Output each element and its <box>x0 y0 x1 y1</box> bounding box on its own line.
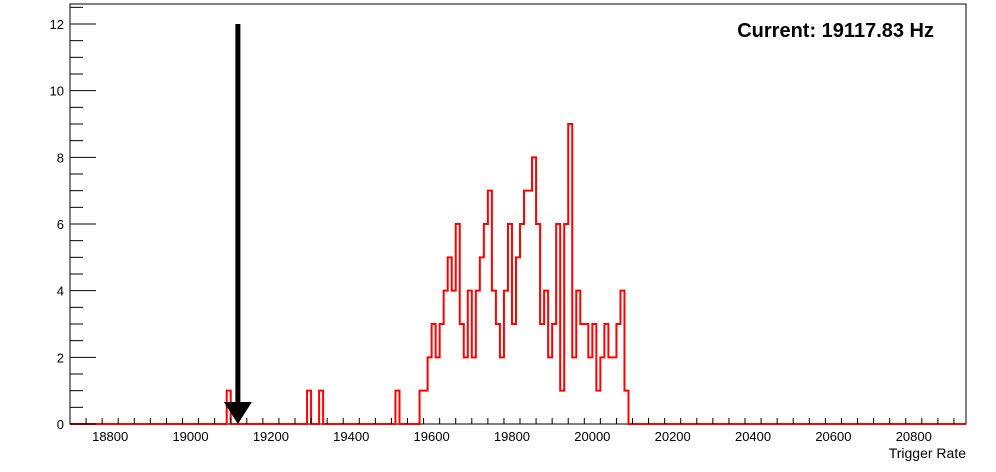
current-rate-marker <box>223 24 252 424</box>
x-tick-label: 19200 <box>253 429 289 444</box>
histogram-bin <box>612 357 616 424</box>
x-tick-label: 19000 <box>172 429 208 444</box>
x-tick-label: 20800 <box>896 429 932 444</box>
histogram-bin <box>452 291 456 424</box>
y-tick-label: 0 <box>57 417 64 432</box>
x-tick-label: 19600 <box>414 429 450 444</box>
x-tick-label: 19400 <box>333 429 369 444</box>
current-rate-readout: Current: 19117.83 Hz <box>737 20 934 42</box>
histogram-bin <box>540 324 544 424</box>
histogram-outline <box>70 123 966 425</box>
arrow-head <box>223 402 252 424</box>
histogram-bin <box>560 391 564 424</box>
histogram-bin <box>512 324 516 424</box>
histogram-bin <box>572 357 576 424</box>
y-tick-label: 12 <box>50 17 64 32</box>
histogram-bin <box>500 357 504 424</box>
histogram-bin <box>608 357 612 424</box>
y-tick-label: 6 <box>57 217 64 232</box>
x-axis: 18800 19000 19200 19400 19600 19800 20000 20200… <box>69 418 955 444</box>
x-tick-label: 20600 <box>815 429 851 444</box>
histogram-bin <box>524 191 528 424</box>
histogram-bin <box>528 191 532 424</box>
histogram-bin <box>588 357 592 424</box>
histogram-bin <box>424 391 428 424</box>
plot-frame <box>69 3 967 425</box>
x-axis-title: Trigger Rate <box>889 445 967 461</box>
histogram-layer <box>70 123 966 425</box>
y-axis: 0 2 4 6 8 10 12 <box>50 6 96 432</box>
histogram-bin <box>464 357 468 424</box>
x-tick-label: 18800 <box>92 429 128 444</box>
histogram-bin <box>548 357 552 424</box>
x-tick-label: 20400 <box>735 429 771 444</box>
x-tick-label: 19800 <box>494 429 530 444</box>
y-tick-label: 10 <box>50 84 64 99</box>
histogram-bin <box>472 357 476 424</box>
histogram-bin <box>596 391 600 424</box>
histogram-bin <box>580 324 584 424</box>
x-tick-label: 20000 <box>574 429 610 444</box>
y-tick-label: 2 <box>57 350 64 365</box>
y-tick-label: 8 <box>57 150 64 165</box>
x-tick-label: 20200 <box>655 429 691 444</box>
y-tick-label: 4 <box>57 284 64 299</box>
histogram-bin <box>436 357 440 424</box>
